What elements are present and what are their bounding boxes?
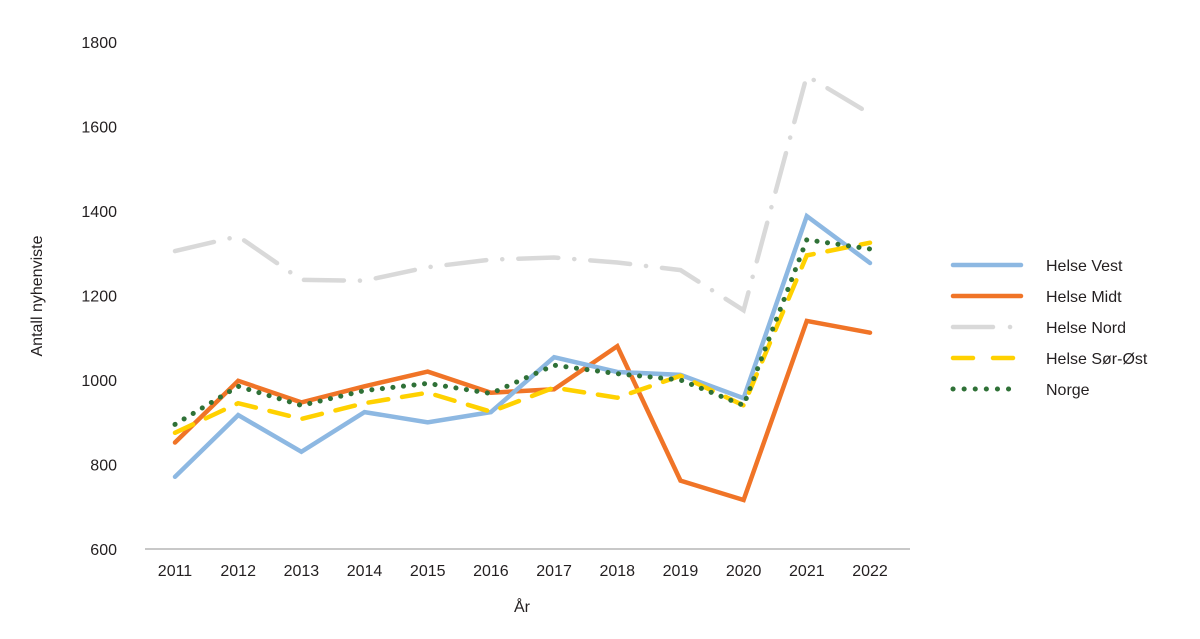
x-tick-label: 2015 xyxy=(410,563,446,580)
x-tick-label: 2017 xyxy=(536,563,572,580)
legend-label: Helse Midt xyxy=(1046,289,1122,306)
x-tick-label: 2021 xyxy=(789,563,825,580)
y-tick-label: 600 xyxy=(90,542,117,559)
x-tick-label: 2014 xyxy=(347,563,383,580)
x-axis-title: År xyxy=(514,597,531,616)
y-tick-label: 1800 xyxy=(81,35,117,52)
x-tick-label: 2013 xyxy=(284,563,320,580)
legend-label: Helse Nord xyxy=(1046,320,1126,337)
plot-area xyxy=(172,72,873,503)
y-tick-label: 1000 xyxy=(81,373,117,390)
legend-item-helse-nord: Helse Nord xyxy=(950,320,1126,337)
legend-label: Norge xyxy=(1046,382,1090,399)
x-tick-label: 2012 xyxy=(220,563,256,580)
series-line-helse-midt xyxy=(172,318,873,503)
x-tick-label: 2022 xyxy=(852,563,888,580)
y-tick-label: 1200 xyxy=(81,289,117,306)
x-tick-label: 2019 xyxy=(663,563,699,580)
x-tick-label: 2016 xyxy=(473,563,509,580)
legend-item-norge: Norge xyxy=(950,382,1090,399)
series-line-helse-vest xyxy=(172,212,873,480)
legend: Helse Vest Helse Midt Helse Nord Helse Sør-… xyxy=(950,258,1148,399)
legend-item-helse-midt: Helse Midt xyxy=(950,289,1122,306)
x-tick-label: 2011 xyxy=(158,563,193,580)
legend-label: Helse Sør-Øst xyxy=(1046,351,1148,368)
x-axis: 2011 2012 2013 2014 2015 2016 2017 2018 2019 2020… xyxy=(158,563,888,580)
legend-item-helse-sor-ost: Helse Sør-Øst xyxy=(950,351,1148,368)
series-line-helse-nord xyxy=(172,72,873,314)
x-tick-label: 2020 xyxy=(726,563,762,580)
y-axis-title: Antall nyhenviste xyxy=(29,235,46,356)
y-tick-label: 1600 xyxy=(81,120,117,137)
y-tick-label: 800 xyxy=(90,458,117,475)
y-tick-label: 1400 xyxy=(81,204,117,221)
legend-item-helse-vest: Helse Vest xyxy=(950,258,1123,275)
legend-label: Helse Vest xyxy=(1046,258,1123,275)
series-line-norge xyxy=(172,236,873,427)
x-tick-label: 2018 xyxy=(599,563,635,580)
y-axis: 600 800 1000 1200 1400 1600 1800 xyxy=(81,35,117,559)
